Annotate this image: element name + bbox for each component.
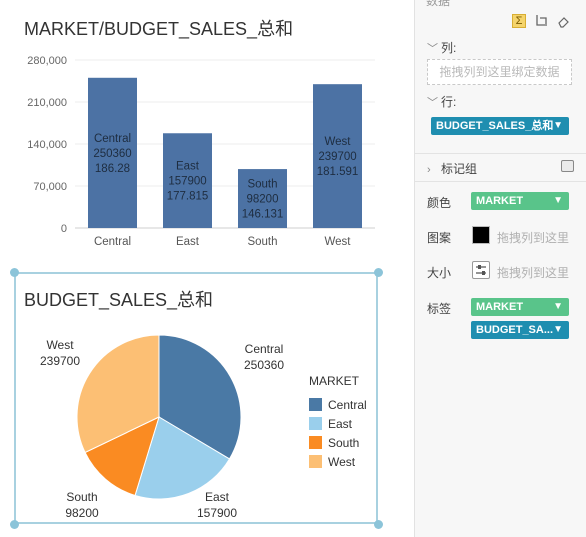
y-tick-label: 70,000 <box>33 181 67 193</box>
legend-swatch[interactable] <box>309 417 322 430</box>
bar-data-label: South <box>247 179 277 191</box>
dropdown-arrow-icon: ▼ <box>553 324 563 335</box>
bar-data-label: 157900 <box>168 176 206 188</box>
rows-field-pill[interactable]: BUDGET_SALES_总和 ▼ <box>431 117 569 135</box>
marks-label: 标记组 <box>441 162 478 176</box>
shape-drop-hint[interactable]: 拖拽列到这里 <box>497 231 570 245</box>
color-label: 颜色 <box>427 196 452 210</box>
label-field-2-label: BUDGET_SA... <box>476 324 554 336</box>
x-tick-label: West <box>325 236 352 248</box>
pie-slice[interactable] <box>84 416 160 497</box>
columns-drop-zone[interactable]: 拖拽列到这里绑定数据 <box>427 59 572 85</box>
y-tick-label: 280,000 <box>27 55 67 67</box>
rows-section-header[interactable]: ﹀ 行: <box>427 93 456 110</box>
bar-data-label: West <box>325 136 352 148</box>
pie-slice[interactable] <box>134 416 231 500</box>
bar-data-label: Central <box>94 133 131 145</box>
pie-chart-title: BUDGET_SALES_总和 <box>24 290 214 310</box>
x-tick-label: East <box>176 236 200 248</box>
rows-field-label: BUDGET_SALES_总和 <box>436 120 554 132</box>
report-canvas: MARKET/BUDGET_SALES_总和 280,000 210,000 140… <box>0 19 414 529</box>
pie-label-value: 239700 <box>40 354 80 368</box>
chevron-right-icon: › <box>427 164 431 176</box>
resize-handle-bottom-left[interactable] <box>10 520 19 529</box>
y-tick-label: 140,000 <box>27 139 67 151</box>
chevron-down-icon: ﹀ <box>427 43 438 55</box>
size-drop-hint[interactable]: 拖拽列到这里 <box>497 266 570 280</box>
legend-item-label[interactable]: Central <box>328 398 367 412</box>
legend-title: MARKET <box>309 374 360 388</box>
label-field-pill-1[interactable]: MARKET ▼ <box>471 298 569 316</box>
label-field-1-label: MARKET <box>476 301 524 313</box>
y-tick-label: 210,000 <box>27 97 67 109</box>
bar[interactable] <box>88 77 137 228</box>
legend-item-label[interactable]: East <box>328 417 353 431</box>
pie-label-name: East <box>205 490 230 504</box>
resize-handle-top-left[interactable] <box>10 268 19 277</box>
bar-data-label: 181.591 <box>317 166 359 178</box>
shape-label: 图案 <box>427 231 452 245</box>
pie-chart[interactable]: Central 250360 East 157900 South 98200 West 239… <box>14 320 376 520</box>
marks-settings-icon[interactable] <box>561 160 574 172</box>
legend-swatch[interactable] <box>309 436 322 449</box>
y-tick-label: 0 <box>61 223 67 235</box>
eraser-icon[interactable] <box>557 15 570 28</box>
pie-label-value: 157900 <box>197 506 237 520</box>
bar[interactable] <box>163 133 212 228</box>
bar-data-label: 146.131 <box>242 209 284 221</box>
color-field-label: MARKET <box>476 195 524 207</box>
bar[interactable] <box>313 84 362 229</box>
bar-chart[interactable]: 280,000 210,000 140,000 70,000 0 Central 25036… <box>0 40 414 260</box>
rows-label: 行: <box>441 95 457 109</box>
legend-swatch[interactable] <box>309 398 322 411</box>
marks-section-header[interactable]: › 标记组 <box>427 160 477 177</box>
columns-section-header[interactable]: ﹀ 列: <box>427 39 456 56</box>
pie-label-name: Central <box>245 342 284 356</box>
label-label: 标签 <box>427 302 452 316</box>
panel-header-label: 数据 <box>426 0 451 8</box>
dropdown-arrow-icon: ▼ <box>553 195 563 206</box>
bar-data-label: 186.28 <box>95 163 130 175</box>
chevron-down-icon: ﹀ <box>427 97 438 109</box>
legend-item-label[interactable]: South <box>328 436 359 450</box>
divider <box>415 153 586 154</box>
bar[interactable] <box>238 169 287 228</box>
pie-label-name: West <box>46 338 74 352</box>
pie-label-value: 250360 <box>244 358 284 372</box>
resize-handle-top-right[interactable] <box>374 268 383 277</box>
bar-data-label: 177.815 <box>167 191 209 203</box>
divider <box>415 181 586 182</box>
pie-slice[interactable] <box>76 334 160 454</box>
columns-label: 列: <box>441 41 457 55</box>
size-slider-icon[interactable] <box>472 261 490 279</box>
pie-label-value: 98200 <box>65 506 99 520</box>
bar-data-label: 239700 <box>318 151 356 163</box>
label-field-pill-2[interactable]: BUDGET_SA... ▼ <box>471 321 569 339</box>
transpose-icon[interactable] <box>535 14 549 28</box>
x-tick-label: South <box>247 236 277 248</box>
bar-chart-title: MARKET/BUDGET_SALES_总和 <box>24 19 294 39</box>
legend-swatch[interactable] <box>309 455 322 468</box>
bar-data-label: 250360 <box>93 148 131 160</box>
shape-swatch[interactable] <box>472 226 490 244</box>
bar-data-label: East <box>176 161 200 173</box>
pie-chart-selection-frame[interactable] <box>14 272 378 524</box>
binding-panel <box>414 0 586 537</box>
color-field-pill[interactable]: MARKET ▼ <box>471 192 569 210</box>
pie-label-name: South <box>66 490 97 504</box>
pie-slice[interactable] <box>158 334 242 460</box>
resize-handle-bottom-right[interactable] <box>374 520 383 529</box>
sum-icon[interactable]: Σ <box>512 14 526 28</box>
bar-data-label: 98200 <box>247 194 279 206</box>
x-tick-label: Central <box>94 236 131 248</box>
dropdown-arrow-icon: ▼ <box>553 301 563 312</box>
legend-item-label[interactable]: West <box>328 455 356 469</box>
dropdown-arrow-icon: ▼ <box>553 120 563 131</box>
size-label: 大小 <box>427 266 452 280</box>
